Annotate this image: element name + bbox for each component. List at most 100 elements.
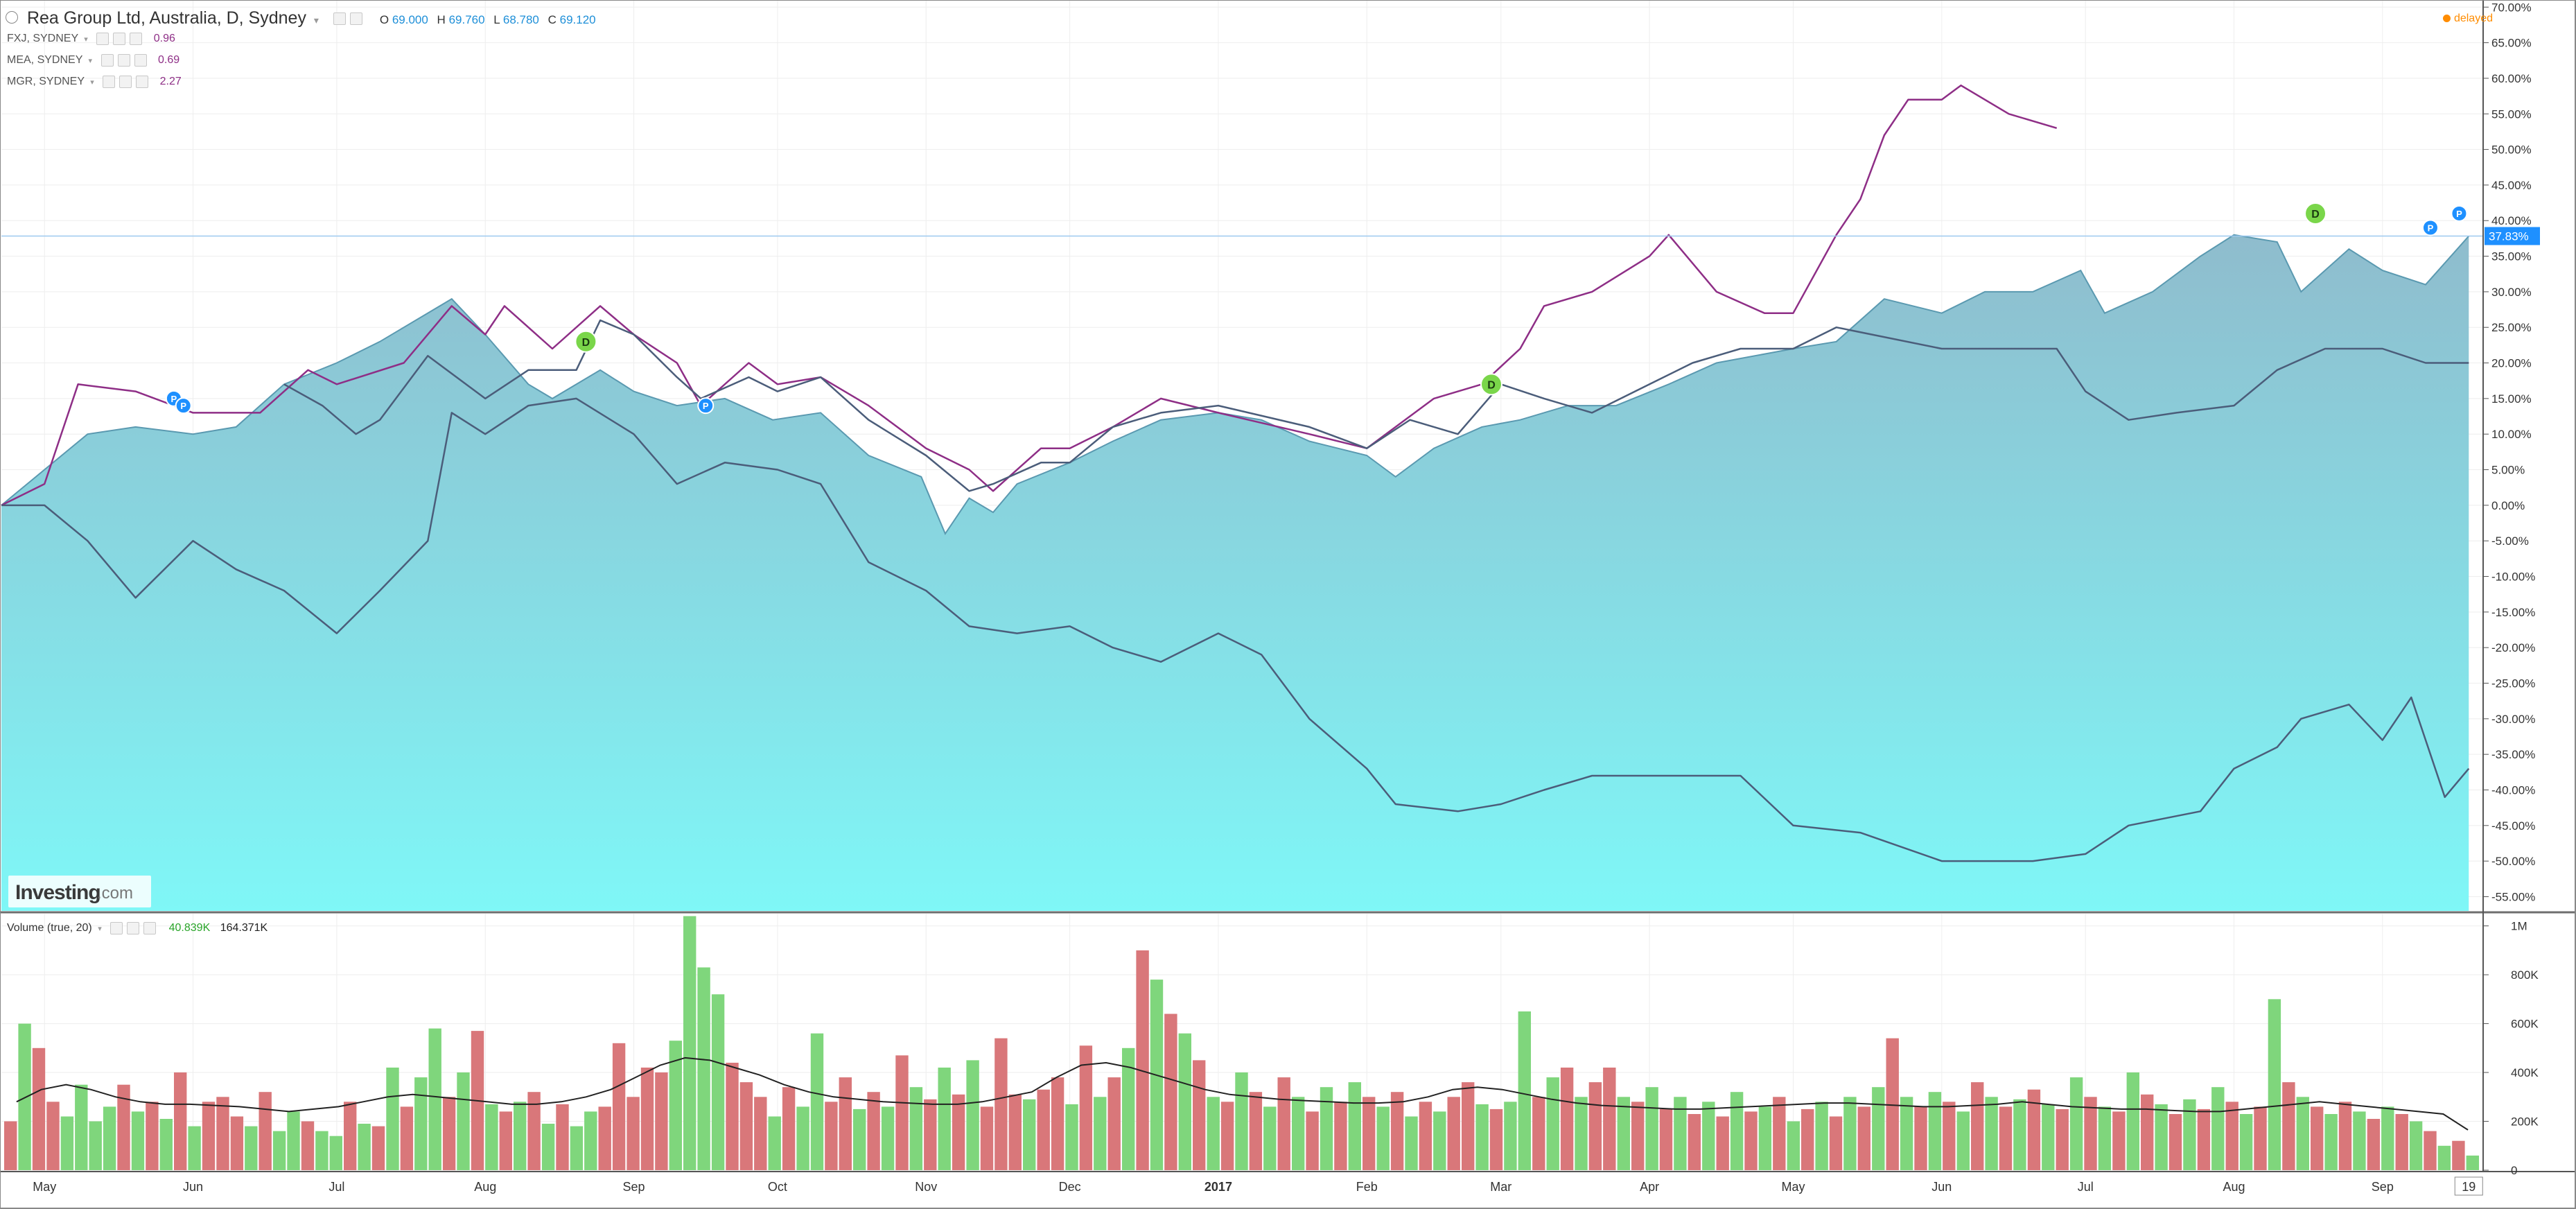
volume-bar — [726, 1063, 739, 1170]
volume-bar — [1292, 1097, 1305, 1170]
collapse-icon[interactable] — [6, 11, 18, 24]
y-tick-label: -50.00% — [2491, 855, 2535, 868]
volume-bars — [4, 916, 2479, 1170]
dividend-marker[interactable] — [2304, 202, 2327, 225]
volume-bar — [2168, 1114, 2182, 1170]
volume-bar — [1674, 1097, 1687, 1170]
volume-bar — [2282, 1082, 2295, 1170]
close-icon[interactable] — [130, 33, 143, 45]
volume-bar — [131, 1111, 145, 1170]
volume-bar — [1872, 1087, 1885, 1170]
volume-legend[interactable]: Volume (true, 20) ▾ 40.839K 164.371K — [7, 922, 268, 934]
volume-bar — [1999, 1106, 2013, 1170]
chevron-down-icon[interactable]: ▾ — [84, 35, 88, 44]
volume-bar — [1462, 1082, 1475, 1170]
close-icon[interactable] — [136, 76, 149, 88]
hide-icon[interactable] — [349, 12, 362, 26]
hide-icon[interactable] — [127, 922, 140, 934]
x-tick-label: Jul — [328, 1180, 344, 1194]
volume-bar — [810, 1033, 824, 1170]
volume-bar — [202, 1102, 216, 1170]
chevron-down-icon[interactable]: ▾ — [90, 78, 94, 87]
settings-icon[interactable] — [333, 12, 346, 26]
symbol-title[interactable]: Rea Group Ltd, Australia, D, Sydney — [26, 8, 306, 28]
compare-legend-mgr[interactable]: MGR, SYDNEY ▾ 2.27 — [7, 76, 182, 88]
volume-bar — [1094, 1097, 1107, 1170]
volume-bar — [2098, 1106, 2112, 1170]
volume-bar — [2084, 1097, 2097, 1170]
chevron-down-icon[interactable]: ▾ — [313, 15, 319, 26]
volume-bar — [2311, 1106, 2324, 1170]
volume-bar — [2197, 1108, 2211, 1170]
volume-bar — [1405, 1116, 1418, 1170]
settings-icon[interactable] — [103, 76, 116, 88]
hide-icon[interactable] — [117, 54, 130, 67]
volume-tick-label: 400K — [2511, 1066, 2539, 1079]
event-marker[interactable] — [2451, 205, 2468, 222]
event-marker[interactable] — [175, 397, 192, 415]
settings-icon[interactable] — [100, 54, 114, 67]
volume-bar — [2437, 1145, 2451, 1170]
y-tick-label: 50.00% — [2491, 143, 2532, 157]
y-tick-label: 40.00% — [2491, 214, 2532, 227]
compare-legend-fxj[interactable]: FXJ, SYDNEY ▾ 0.96 — [7, 33, 175, 45]
x-tick-label: Nov — [915, 1180, 937, 1194]
volume-bar — [1433, 1111, 1446, 1170]
volume-bar — [2112, 1111, 2126, 1170]
close-icon[interactable] — [143, 922, 157, 934]
volume-bar — [980, 1106, 994, 1170]
volume-bar — [1475, 1104, 1489, 1170]
volume-bar — [1363, 1097, 1376, 1170]
event-marker[interactable] — [2421, 219, 2439, 236]
volume-bar — [315, 1131, 328, 1170]
volume-bar — [1560, 1068, 1574, 1170]
volume-bar — [2338, 1102, 2352, 1170]
dividend-marker[interactable] — [1480, 373, 1502, 396]
volume-bar — [1857, 1106, 1870, 1170]
hide-icon[interactable] — [113, 33, 126, 45]
marker-label: D — [1487, 379, 1496, 391]
volume-bar — [287, 1111, 300, 1170]
volume-bar — [867, 1092, 880, 1170]
hide-icon[interactable] — [119, 76, 132, 88]
volume-bar — [1801, 1108, 1814, 1170]
volume-bar — [768, 1116, 781, 1170]
y-tick-label: 35.00% — [2491, 250, 2532, 263]
volume-bar — [1985, 1097, 1998, 1170]
volume-bar — [2239, 1114, 2253, 1170]
y-tick-label: 15.00% — [2491, 392, 2532, 406]
x-tick-label: 2017 — [1204, 1180, 1232, 1194]
volume-bar — [1122, 1047, 1135, 1170]
volume-bar — [414, 1077, 428, 1170]
dividend-marker[interactable] — [575, 330, 597, 353]
volume-bar — [188, 1126, 201, 1170]
volume-bar — [1914, 1106, 1927, 1170]
volume-bar — [881, 1106, 895, 1170]
settings-icon[interactable] — [110, 922, 123, 934]
volume-bar — [853, 1108, 866, 1170]
volume-bar — [2381, 1106, 2394, 1170]
settings-icon[interactable] — [96, 33, 109, 45]
volume-bar — [1886, 1038, 1899, 1170]
close-icon[interactable] — [134, 54, 147, 67]
volume-bar — [1023, 1099, 1036, 1170]
y-tick-label: -10.00% — [2491, 571, 2535, 584]
chevron-down-icon[interactable]: ▾ — [98, 925, 102, 934]
volume-bar — [1928, 1092, 1942, 1170]
event-marker[interactable] — [697, 397, 715, 415]
volume-bar — [1716, 1116, 1729, 1170]
compare-legend-mea[interactable]: MEA, SYDNEY ▾ 0.69 — [7, 54, 180, 67]
volume-bar — [1235, 1072, 1248, 1170]
chevron-down-icon[interactable]: ▾ — [88, 57, 93, 66]
volume-bar — [1220, 1102, 1234, 1170]
x-tick-label: Sep — [2372, 1180, 2394, 1194]
volume-bar — [1193, 1060, 1206, 1170]
volume-bar — [428, 1028, 441, 1170]
volume-bar — [1263, 1106, 1277, 1170]
y-tick-label: 55.00% — [2491, 107, 2532, 121]
volume-bar — [2367, 1119, 2381, 1170]
x-tick-label: Feb — [1356, 1180, 1378, 1194]
